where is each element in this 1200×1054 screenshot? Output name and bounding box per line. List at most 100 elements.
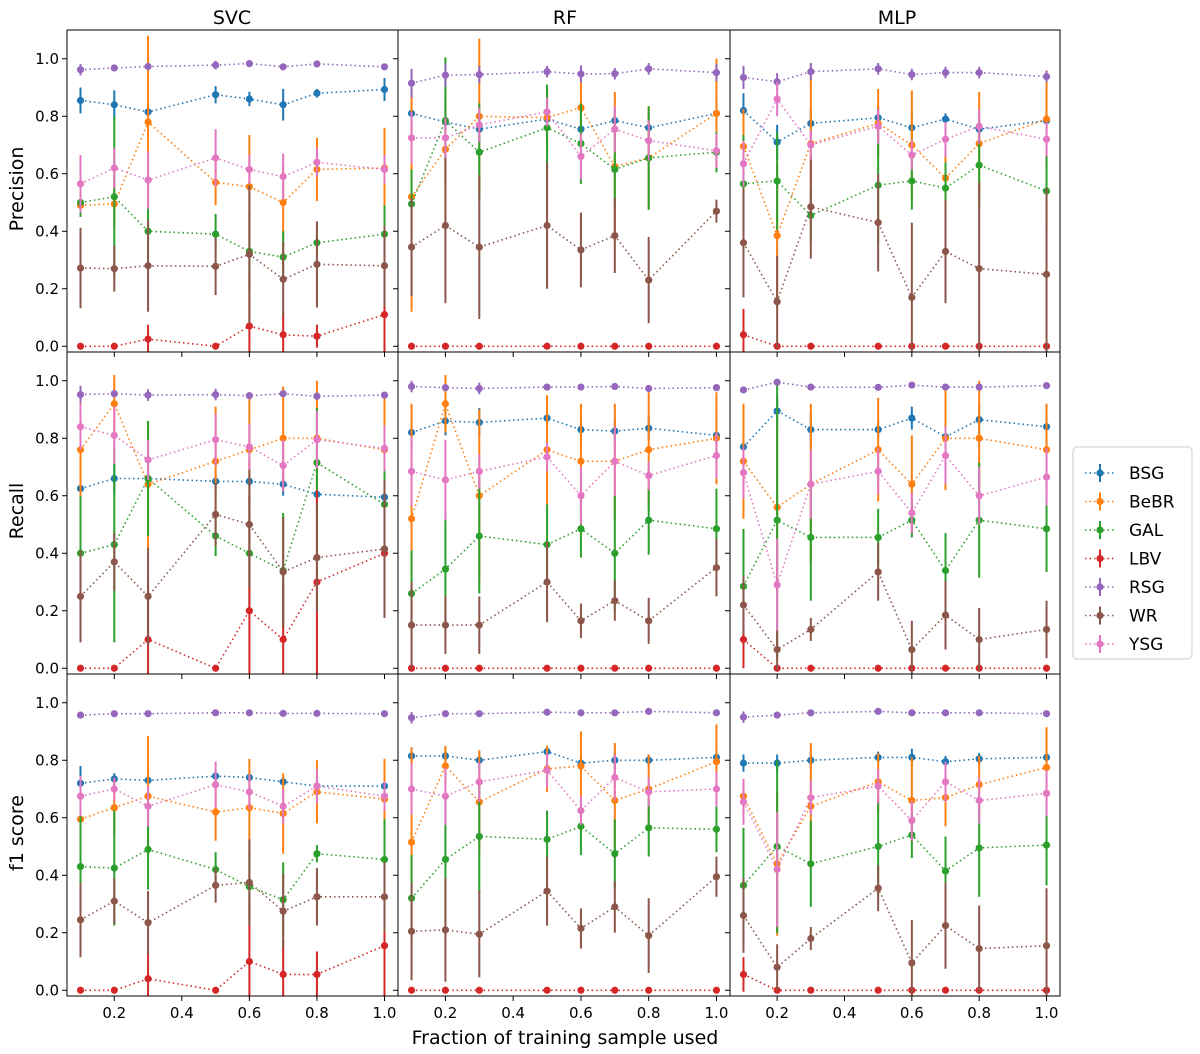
- data-point: [441, 71, 450, 79]
- series-line: [742, 834, 1047, 886]
- data-point: [313, 850, 321, 858]
- data-point: [807, 383, 815, 391]
- series-bsg: [76, 78, 389, 121]
- y-tick-label: 0.6: [35, 165, 59, 183]
- series-line: [742, 519, 1047, 587]
- series-line: [410, 106, 717, 198]
- data-point: [874, 383, 882, 391]
- series-line: [80, 426, 385, 467]
- panel-f1-score-svc: 0.0 0.2 0.4 0.6 0.8 1.0 0.2 0.4 0.6 0.8 1.0: [35, 673, 399, 1022]
- data-point: [908, 381, 916, 389]
- data-point: [110, 101, 118, 109]
- data-point: [245, 878, 253, 887]
- data-point: [712, 564, 721, 572]
- data-point: [941, 451, 950, 460]
- panel-frame: [66, 351, 399, 675]
- data-point: [110, 400, 118, 408]
- data-point: [441, 621, 450, 629]
- data-point: [712, 986, 721, 994]
- data-point: [645, 65, 653, 73]
- series-line: [411, 210, 717, 282]
- data-point: [908, 509, 916, 517]
- data-point: [1042, 382, 1051, 390]
- data-point: [611, 773, 619, 782]
- data-point: [807, 794, 815, 802]
- legend-marker: [1096, 554, 1104, 563]
- data-point: [543, 221, 551, 230]
- data-point: [313, 782, 321, 790]
- data-point: [577, 246, 585, 254]
- data-point: [739, 331, 748, 339]
- data-point: [975, 635, 983, 644]
- series-rsg: [407, 707, 721, 724]
- data-point: [407, 838, 416, 846]
- data-point: [739, 798, 748, 806]
- data-point: [739, 911, 748, 920]
- data-point: [441, 384, 450, 392]
- data-point: [313, 158, 321, 166]
- data-point: [380, 855, 389, 864]
- series-wr: [739, 865, 1051, 996]
- legend-entry-lbv: LBV: [1085, 549, 1162, 570]
- data-point: [1042, 473, 1051, 481]
- series-line: [742, 205, 1047, 304]
- data-point: [577, 492, 585, 500]
- data-point: [543, 108, 551, 116]
- data-point: [76, 592, 85, 600]
- data-point: [712, 525, 721, 533]
- series-line: [411, 112, 717, 131]
- col-title-mlp: MLP: [878, 7, 916, 29]
- data-point: [407, 342, 416, 350]
- series-line: [743, 334, 1047, 348]
- plot-area: [76, 375, 389, 674]
- data-point: [441, 400, 450, 408]
- data-point: [245, 709, 253, 717]
- series-wr: [407, 538, 721, 669]
- series-line: [410, 760, 717, 843]
- series-rsg: [739, 378, 1051, 394]
- data-point: [279, 101, 287, 109]
- data-point: [908, 480, 916, 488]
- series-bsg: [739, 93, 1051, 160]
- data-point: [212, 61, 220, 69]
- data-point: [543, 835, 551, 843]
- panel-precision-rf: [393, 29, 731, 357]
- data-point: [212, 436, 220, 444]
- data-point: [577, 709, 585, 717]
- data-point: [144, 262, 152, 270]
- series-ysg: [739, 761, 1051, 927]
- data-point: [245, 250, 253, 258]
- data-point: [941, 383, 950, 391]
- legend-marker: [1096, 497, 1104, 506]
- data-point: [577, 664, 585, 672]
- data-point: [874, 467, 882, 475]
- x-tick-label: 0.2: [765, 1004, 789, 1022]
- data-point: [380, 262, 389, 270]
- data-point: [76, 96, 85, 105]
- data-point: [313, 392, 321, 400]
- series-line: [80, 477, 385, 498]
- series-wr: [407, 147, 721, 324]
- data-point: [212, 808, 220, 816]
- series-line: [742, 886, 1047, 969]
- data-point: [645, 472, 653, 480]
- data-point: [908, 709, 916, 717]
- data-point: [407, 927, 416, 935]
- data-point: [543, 986, 551, 994]
- data-point: [712, 109, 721, 117]
- panel-frame: [66, 673, 399, 997]
- x-tick-label: 0.4: [833, 1004, 857, 1022]
- data-point: [712, 68, 721, 77]
- series-line: [80, 552, 385, 670]
- x-tick-label: 0.4: [170, 1004, 194, 1022]
- data-point: [313, 970, 321, 979]
- series-line: [80, 461, 385, 572]
- data-point: [313, 553, 321, 562]
- data-point: [313, 332, 321, 340]
- series-lbv: [739, 957, 1051, 994]
- plot-area: [76, 35, 389, 352]
- labels-layer: SVC RF MLP Precision Recall f1 score Fra…: [6, 7, 916, 1049]
- series-gal: [76, 809, 389, 938]
- data-point: [807, 986, 815, 994]
- data-point: [773, 963, 781, 971]
